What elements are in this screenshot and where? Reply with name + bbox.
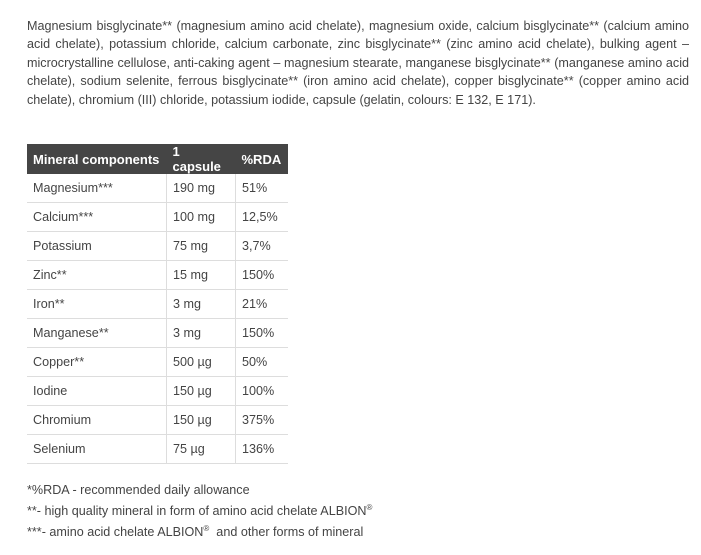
cell-amount: 100 mg [166, 202, 236, 232]
cell-rda: 150% [235, 318, 288, 348]
cell-mineral: Magnesium*** [27, 174, 167, 203]
cell-amount: 3 mg [166, 289, 236, 319]
cell-mineral: Calcium*** [27, 202, 167, 232]
cell-rda: 100% [235, 376, 288, 406]
cell-amount: 75 µg [166, 434, 236, 464]
registered-mark: ® [203, 524, 210, 534]
table-header-row: Mineral components 1 capsule %RDA [27, 144, 288, 174]
table-row: Iodine 150 µg 100% [27, 376, 288, 406]
table-row: Zinc** 15 mg 150% [27, 260, 288, 290]
cell-amount: 500 µg [166, 347, 236, 377]
cell-rda: 150% [235, 260, 288, 290]
cell-amount: 150 µg [166, 405, 236, 435]
cell-rda: 3,7% [235, 231, 288, 261]
cell-amount: 150 µg [166, 376, 236, 406]
cell-mineral: Potassium [27, 231, 167, 261]
header-capsule: 1 capsule [166, 144, 236, 174]
cell-rda: 375% [235, 405, 288, 435]
cell-amount: 3 mg [166, 318, 236, 348]
cell-rda: 21% [235, 289, 288, 319]
header-mineral: Mineral components [27, 144, 167, 174]
cell-mineral: Iron** [27, 289, 167, 319]
cell-mineral: Manganese** [27, 318, 167, 348]
cell-mineral: Chromium [27, 405, 167, 435]
table-row: Copper** 500 µg 50% [27, 347, 288, 377]
table-row: Iron** 3 mg 21% [27, 289, 288, 319]
footnote-albion-high: **- high quality mineral in form of amin… [27, 503, 373, 519]
cell-mineral: Zinc** [27, 260, 167, 290]
cell-mineral: Copper** [27, 347, 167, 377]
table-row: Manganese** 3 mg 150% [27, 318, 288, 348]
header-rda: %RDA [235, 144, 288, 174]
table-row: Selenium 75 µg 136% [27, 434, 288, 464]
cell-mineral: Selenium [27, 434, 167, 464]
table-row: Chromium 150 µg 375% [27, 405, 288, 435]
cell-amount: 190 mg [166, 174, 236, 203]
table-row: Magnesium*** 190 mg 51% [27, 174, 288, 203]
ingredients-text: Magnesium bisglycinate** (magnesium amin… [27, 19, 689, 107]
table-row: Potassium 75 mg 3,7% [27, 231, 288, 261]
cell-rda: 136% [235, 434, 288, 464]
table-row: Calcium*** 100 mg 12,5% [27, 202, 288, 232]
cell-rda: 12,5% [235, 202, 288, 232]
cell-amount: 75 mg [166, 231, 236, 261]
footnote-albion-other: ***- amino acid chelate ALBION® and othe… [27, 524, 364, 540]
footnote-rda: *%RDA - recommended daily allowance [27, 483, 250, 497]
cell-rda: 50% [235, 347, 288, 377]
registered-mark: ® [366, 503, 373, 512]
footnotes: *%RDA - recommended daily allowance **- … [27, 481, 372, 541]
cell-mineral: Iodine [27, 376, 167, 406]
cell-rda: 51% [235, 174, 288, 203]
cell-amount: 15 mg [166, 260, 236, 290]
mineral-table: Mineral components 1 capsule %RDA Magnes… [27, 144, 288, 464]
